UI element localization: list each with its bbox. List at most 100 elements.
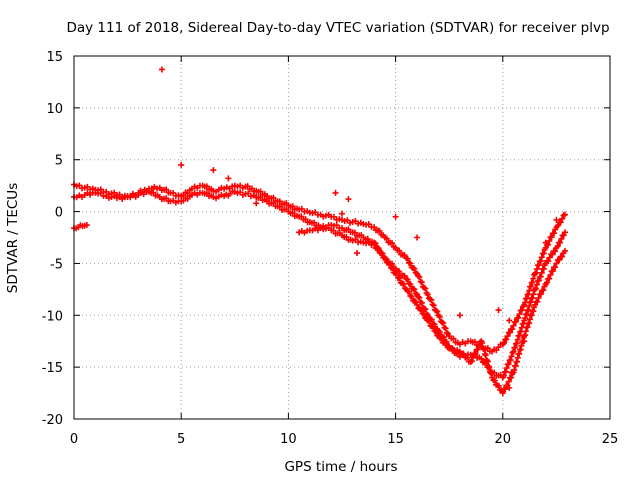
data-point-marker [210, 167, 217, 174]
data-point-marker [531, 286, 538, 293]
data-point-marker [495, 382, 502, 389]
data-point-marker [553, 260, 560, 267]
data-point-marker [401, 272, 408, 279]
data-point-marker [500, 339, 507, 346]
data-point-marker [552, 248, 559, 255]
data-point-marker [516, 311, 523, 318]
data-point-marker [441, 324, 448, 331]
data-point-marker [526, 320, 533, 327]
data-point-marker [411, 265, 418, 272]
data-point-marker [475, 342, 482, 349]
data-point-marker [406, 288, 412, 295]
data-point-marker [533, 281, 540, 288]
data-point-marker [532, 269, 539, 276]
data-point-marker [537, 291, 544, 298]
data-points [71, 66, 568, 397]
y-tick-label: 0 [55, 206, 63, 221]
data-point-marker [513, 340, 520, 347]
data-point-marker [393, 270, 400, 277]
data-point-marker [500, 372, 507, 379]
x-tick-label: 15 [387, 432, 404, 447]
data-point-marker [427, 296, 434, 303]
data-point-marker [289, 209, 296, 216]
data-point-marker [543, 279, 550, 286]
data-point-marker [83, 222, 90, 229]
data-point-marker [509, 326, 516, 333]
data-point-marker [512, 344, 519, 351]
data-point-marker [421, 284, 428, 291]
y-tick-label: 15 [46, 50, 63, 65]
data-point-marker [510, 322, 517, 329]
data-point-marker [438, 335, 445, 342]
data-point-marker [535, 277, 542, 284]
data-point-marker [508, 369, 515, 376]
data-point-marker [433, 307, 440, 314]
data-point-marker [424, 291, 431, 298]
data-point-marker [554, 243, 561, 250]
data-point-marker [422, 285, 429, 292]
data-point-marker [412, 298, 419, 305]
data-point-marker [404, 276, 411, 283]
data-point-marker [389, 265, 396, 272]
data-point-marker [396, 275, 403, 282]
data-point-marker [546, 275, 553, 282]
data-point-marker [396, 247, 403, 254]
data-point-marker [559, 253, 566, 260]
data-point-marker [404, 255, 411, 262]
data-point-marker [499, 390, 506, 397]
data-point-marker [464, 354, 471, 361]
data-point-marker [540, 250, 547, 257]
data-point-marker [386, 260, 393, 267]
data-point-marker [535, 262, 542, 269]
data-point-marker [351, 229, 358, 236]
y-tick-label: 10 [46, 102, 63, 117]
data-point-marker [375, 245, 382, 252]
data-point-marker [507, 357, 514, 364]
data-point-marker [537, 258, 544, 265]
data-point-marker [408, 293, 415, 300]
x-tick-label: 5 [177, 432, 185, 447]
data-point-marker [504, 333, 511, 340]
data-point-marker [527, 316, 534, 323]
data-point-marker [440, 320, 447, 327]
x-tick-label: 20 [495, 432, 512, 447]
data-point-marker [430, 323, 437, 330]
x-axis-label: GPS time / hours [284, 459, 397, 475]
data-point-marker [554, 222, 561, 229]
data-point-marker [538, 269, 545, 276]
data-point-marker [514, 336, 521, 343]
data-point-marker [529, 279, 536, 286]
data-point-marker [383, 235, 390, 242]
data-point-marker [150, 189, 157, 196]
data-point-marker [411, 286, 418, 293]
data-point-marker [553, 216, 560, 223]
data-point-marker [528, 312, 535, 319]
data-point-marker [509, 349, 516, 356]
data-point-marker [439, 319, 446, 326]
data-point-marker [467, 358, 474, 365]
data-point-marker [522, 315, 529, 322]
data-point-marker [434, 308, 441, 315]
data-point-marker [545, 257, 552, 264]
data-point-marker [531, 270, 538, 277]
data-point-marker [311, 219, 318, 226]
data-point-marker [502, 368, 509, 375]
data-point-marker [530, 308, 537, 315]
data-point-marker [542, 239, 549, 246]
data-point-marker [415, 273, 422, 280]
data-point-marker [548, 234, 555, 241]
data-point-marker [503, 365, 510, 372]
data-point-marker [450, 335, 457, 342]
data-point-marker [416, 294, 423, 301]
data-point-marker [508, 353, 515, 360]
data-point-marker [343, 233, 350, 240]
data-point-marker [371, 224, 378, 231]
data-point-marker [414, 234, 421, 241]
data-point-marker [537, 273, 544, 280]
data-point-marker [339, 210, 345, 217]
data-point-marker [442, 325, 449, 332]
data-point-marker [468, 358, 475, 365]
y-tick-label: -5 [50, 257, 63, 272]
data-point-marker [432, 328, 439, 335]
